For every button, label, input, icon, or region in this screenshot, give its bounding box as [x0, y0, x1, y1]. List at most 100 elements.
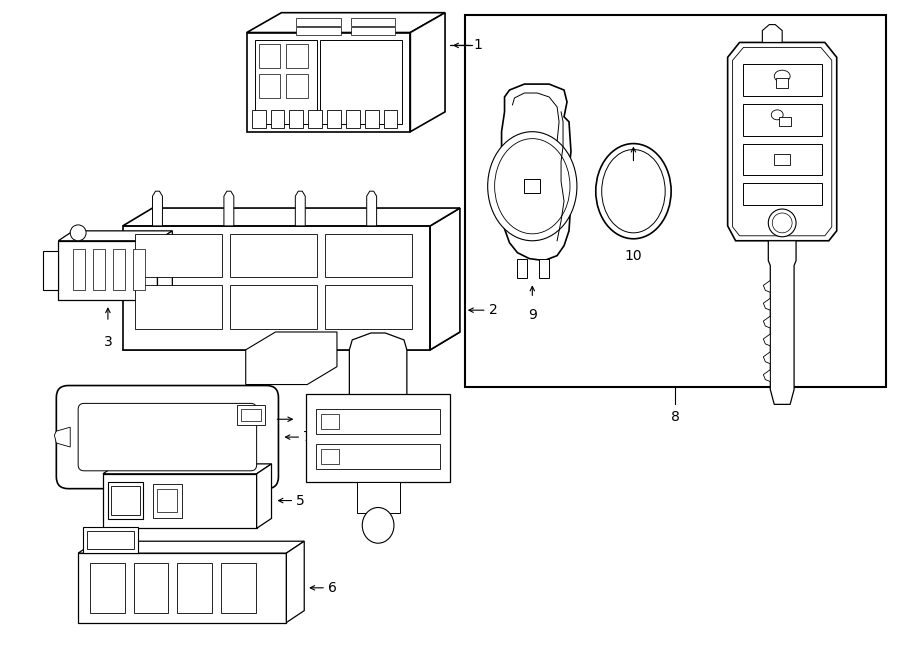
- Bar: [364, 110, 379, 128]
- Bar: [351, 18, 395, 26]
- Bar: [258, 44, 281, 68]
- Polygon shape: [763, 352, 770, 364]
- Bar: [241, 409, 261, 421]
- Bar: [296, 18, 341, 26]
- Polygon shape: [501, 84, 571, 260]
- Polygon shape: [410, 13, 445, 132]
- Polygon shape: [78, 553, 286, 623]
- Polygon shape: [78, 541, 304, 553]
- Polygon shape: [103, 474, 256, 528]
- Polygon shape: [224, 191, 234, 226]
- Bar: [351, 26, 395, 34]
- Bar: [112, 249, 125, 290]
- Bar: [308, 110, 322, 128]
- Polygon shape: [763, 280, 770, 292]
- Bar: [742, 104, 822, 136]
- Bar: [325, 234, 412, 278]
- Bar: [320, 40, 402, 124]
- Bar: [356, 482, 400, 514]
- Text: 9: 9: [528, 308, 536, 322]
- Bar: [465, 15, 886, 387]
- Polygon shape: [54, 427, 70, 447]
- Ellipse shape: [495, 139, 570, 234]
- Polygon shape: [762, 24, 782, 42]
- Bar: [158, 488, 177, 512]
- Ellipse shape: [769, 209, 796, 237]
- Bar: [237, 405, 265, 425]
- Bar: [290, 110, 303, 128]
- Bar: [255, 40, 317, 124]
- Bar: [93, 249, 105, 290]
- Polygon shape: [769, 241, 796, 405]
- Polygon shape: [295, 191, 305, 226]
- Bar: [286, 44, 308, 68]
- Polygon shape: [763, 298, 770, 310]
- FancyBboxPatch shape: [78, 403, 256, 471]
- Bar: [132, 249, 145, 290]
- Text: 7: 7: [303, 430, 312, 444]
- Bar: [83, 527, 138, 553]
- Polygon shape: [246, 332, 337, 385]
- Text: 8: 8: [670, 410, 680, 424]
- Bar: [327, 110, 341, 128]
- Bar: [134, 563, 168, 613]
- Bar: [774, 153, 790, 165]
- Bar: [776, 78, 788, 88]
- Polygon shape: [366, 191, 376, 226]
- Polygon shape: [349, 333, 407, 395]
- Ellipse shape: [774, 70, 790, 82]
- Bar: [539, 258, 549, 278]
- Polygon shape: [256, 464, 272, 528]
- Ellipse shape: [362, 508, 394, 543]
- Polygon shape: [122, 226, 430, 350]
- Polygon shape: [58, 231, 173, 241]
- Bar: [742, 64, 822, 96]
- Polygon shape: [43, 251, 58, 290]
- Bar: [346, 110, 360, 128]
- Bar: [321, 449, 339, 464]
- Bar: [779, 117, 791, 126]
- Bar: [111, 486, 140, 516]
- Text: 5: 5: [296, 494, 305, 508]
- Bar: [325, 286, 412, 329]
- Text: 1: 1: [473, 38, 482, 52]
- Ellipse shape: [771, 110, 783, 120]
- Bar: [230, 286, 317, 329]
- FancyBboxPatch shape: [57, 385, 278, 488]
- Bar: [321, 414, 339, 429]
- Bar: [742, 183, 822, 205]
- Polygon shape: [247, 32, 410, 132]
- Bar: [73, 249, 86, 290]
- Bar: [525, 179, 540, 193]
- Bar: [135, 234, 222, 278]
- Ellipse shape: [596, 143, 671, 239]
- Bar: [152, 484, 183, 518]
- Ellipse shape: [602, 149, 665, 233]
- Bar: [90, 563, 125, 613]
- Polygon shape: [286, 541, 304, 623]
- Polygon shape: [103, 464, 272, 474]
- Text: s: s: [789, 117, 795, 127]
- Polygon shape: [727, 42, 837, 241]
- Bar: [177, 563, 212, 613]
- Ellipse shape: [488, 132, 577, 241]
- Bar: [306, 395, 450, 482]
- Bar: [252, 110, 266, 128]
- Text: 10: 10: [625, 249, 643, 262]
- Ellipse shape: [70, 225, 86, 241]
- Polygon shape: [58, 241, 158, 300]
- Bar: [108, 482, 142, 520]
- Text: 2: 2: [489, 303, 498, 317]
- Ellipse shape: [772, 213, 792, 233]
- Bar: [316, 444, 440, 469]
- Bar: [87, 531, 134, 549]
- Bar: [135, 286, 222, 329]
- Polygon shape: [763, 334, 770, 346]
- Bar: [316, 409, 440, 434]
- Polygon shape: [152, 191, 162, 226]
- Bar: [383, 110, 398, 128]
- Bar: [258, 74, 281, 98]
- Bar: [296, 26, 341, 34]
- Bar: [742, 143, 822, 175]
- Polygon shape: [122, 332, 460, 350]
